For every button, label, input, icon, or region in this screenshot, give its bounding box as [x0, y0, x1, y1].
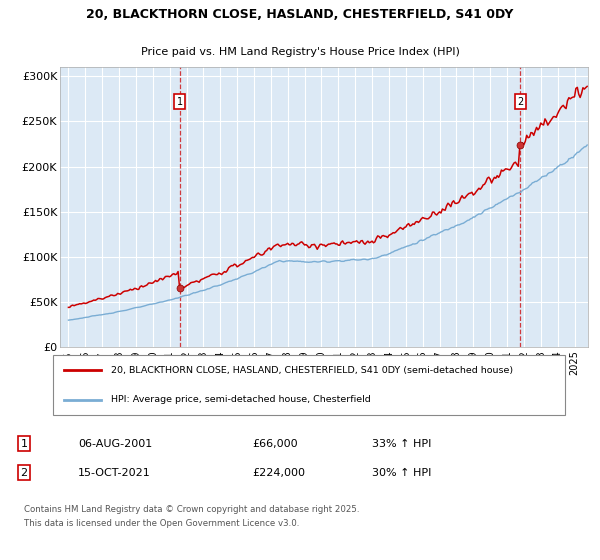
Text: HPI: Average price, semi-detached house, Chesterfield: HPI: Average price, semi-detached house,…	[112, 395, 371, 404]
Text: 1: 1	[20, 438, 28, 449]
Text: 33% ↑ HPI: 33% ↑ HPI	[372, 438, 431, 449]
Text: £66,000: £66,000	[252, 438, 298, 449]
Text: 2: 2	[20, 468, 28, 478]
Text: 06-AUG-2001: 06-AUG-2001	[78, 438, 152, 449]
Text: 15-OCT-2021: 15-OCT-2021	[78, 468, 151, 478]
FancyBboxPatch shape	[53, 354, 565, 414]
Text: 1: 1	[177, 96, 183, 106]
Text: 20, BLACKTHORN CLOSE, HASLAND, CHESTERFIELD, S41 0DY (semi-detached house): 20, BLACKTHORN CLOSE, HASLAND, CHESTERFI…	[112, 366, 514, 375]
Text: 30% ↑ HPI: 30% ↑ HPI	[372, 468, 431, 478]
Text: Price paid vs. HM Land Registry's House Price Index (HPI): Price paid vs. HM Land Registry's House …	[140, 48, 460, 58]
Text: 20, BLACKTHORN CLOSE, HASLAND, CHESTERFIELD, S41 0DY: 20, BLACKTHORN CLOSE, HASLAND, CHESTERFI…	[86, 8, 514, 21]
Text: £224,000: £224,000	[252, 468, 305, 478]
Text: Contains HM Land Registry data © Crown copyright and database right 2025.
This d: Contains HM Land Registry data © Crown c…	[24, 505, 359, 528]
Text: 2: 2	[517, 96, 523, 106]
